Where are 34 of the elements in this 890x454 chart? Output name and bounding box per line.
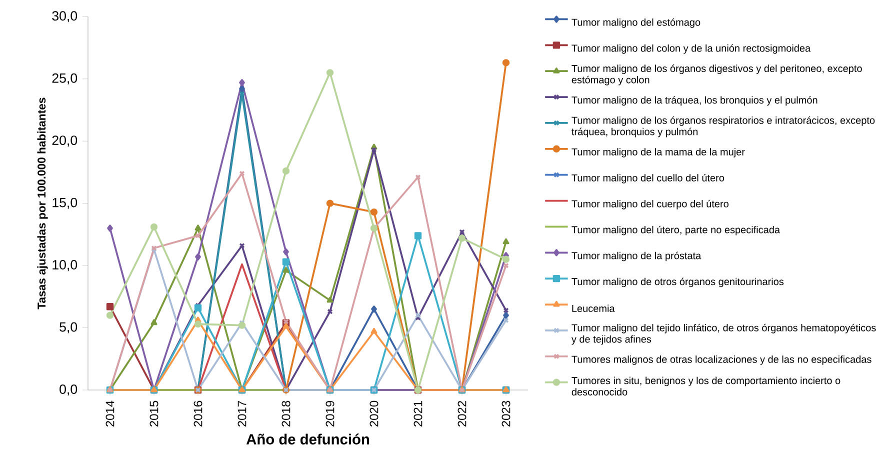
legend-label: Tumores in situ, benignos y los de comportamiento incierto o desconocido	[572, 376, 840, 396]
legend-label: Tumores malignos de otras localizaciones y de las no especificadas	[572, 356, 872, 365]
x-tick-label: 2017	[238, 401, 246, 426]
y-tick-label: 5,0	[60, 322, 78, 334]
x-tick-label: 2016	[194, 400, 202, 426]
legend-label: Leucemia	[572, 304, 615, 312]
legend-label: Tumor maligno de los órganos digestivos y del peritoneo, excepto estómago y colon	[572, 64, 862, 86]
legend-label: Tumor maligno de la próstata	[572, 252, 702, 262]
y-axis-title: Tasas ajustadas por 100.000 habitantes	[37, 98, 48, 310]
legend-label: Tumor maligno del tejido linfático, de otros órganos hematopoyéticos y de tejidos afines	[571, 324, 876, 345]
x-tick-label: 2021	[414, 400, 422, 426]
legend-label: Tumor maligno del colon y de la unión rectosigmoidea	[572, 44, 811, 54]
y-tick-label: 20,0	[52, 136, 78, 147]
legend-label: Tumor maligno de la mama de la mujer	[572, 148, 745, 158]
x-axis-title: Año de defunción	[246, 434, 370, 444]
x-tick-label: 2022	[458, 401, 466, 426]
legend-label: Tumor maligno del cuerpo del útero	[572, 200, 728, 210]
legend-label: Tumor maligno de otros órganos genitourinarios	[572, 278, 784, 288]
legend-label: Tumor maligno del cuello del útero	[572, 174, 724, 184]
legend-label: Tumor maligno de los órganos respiratorios e intratorácicos, excepto tráquea, bronquios y pulmón	[572, 116, 875, 138]
x-tick-label: 2019	[326, 400, 334, 426]
legend-label: Tumor maligno de la tráquea, los bronquios y el pulmón	[572, 96, 818, 106]
x-tick-label: 2020	[370, 400, 378, 426]
y-tick-label: 10,0	[52, 260, 78, 272]
y-tick-label: 0,0	[60, 384, 78, 396]
x-tick-label: 2023	[502, 400, 510, 426]
y-tick-label: 25,0	[52, 73, 78, 84]
y-tick-label: 30,0	[52, 11, 78, 22]
x-tick-label: 2014	[106, 400, 114, 426]
x-tick-label: 2015	[150, 400, 158, 426]
x-tick-label: 2018	[282, 400, 290, 426]
legend-label: Tumor maligno del útero, parte no especificada	[572, 226, 780, 236]
legend-label: Tumor maligno del estómago	[572, 18, 700, 28]
y-tick-label: 15,0	[52, 198, 78, 209]
